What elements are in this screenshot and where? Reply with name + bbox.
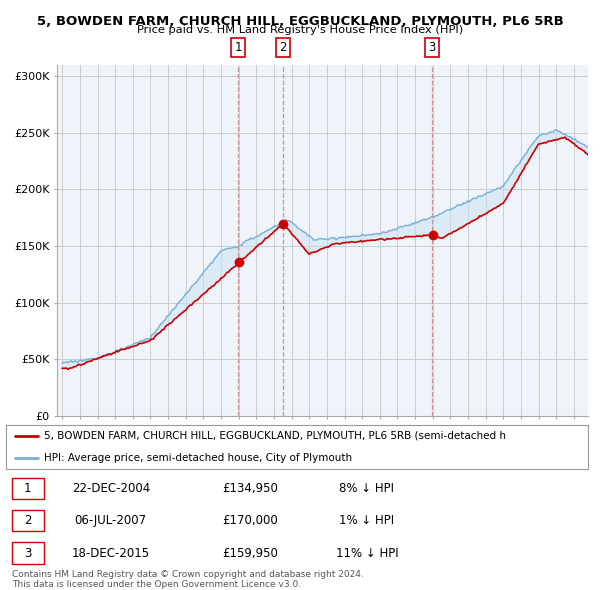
Text: 2: 2: [24, 514, 32, 527]
Text: 1% ↓ HPI: 1% ↓ HPI: [339, 514, 394, 527]
Text: £159,950: £159,950: [223, 546, 278, 560]
Text: £170,000: £170,000: [223, 514, 278, 527]
Text: HPI: Average price, semi-detached house, City of Plymouth: HPI: Average price, semi-detached house,…: [44, 453, 352, 463]
Text: 5, BOWDEN FARM, CHURCH HILL, EGGBUCKLAND, PLYMOUTH, PL6 5RB: 5, BOWDEN FARM, CHURCH HILL, EGGBUCKLAND…: [37, 15, 563, 28]
Text: £134,950: £134,950: [223, 481, 278, 495]
Text: 06-JUL-2007: 06-JUL-2007: [74, 514, 147, 527]
Text: 11% ↓ HPI: 11% ↓ HPI: [335, 546, 398, 560]
Text: Contains HM Land Registry data © Crown copyright and database right 2024.
This d: Contains HM Land Registry data © Crown c…: [12, 570, 364, 589]
Text: Price paid vs. HM Land Registry's House Price Index (HPI): Price paid vs. HM Land Registry's House …: [137, 25, 463, 35]
Text: 18-DEC-2015: 18-DEC-2015: [71, 546, 150, 560]
Text: 1: 1: [235, 41, 242, 54]
Text: 3: 3: [24, 546, 32, 560]
FancyBboxPatch shape: [12, 542, 44, 564]
Text: 8% ↓ HPI: 8% ↓ HPI: [340, 481, 394, 495]
Text: 1: 1: [24, 481, 32, 495]
Text: 3: 3: [428, 41, 436, 54]
Text: 5, BOWDEN FARM, CHURCH HILL, EGGBUCKLAND, PLYMOUTH, PL6 5RB (semi-detached h: 5, BOWDEN FARM, CHURCH HILL, EGGBUCKLAND…: [44, 431, 506, 441]
FancyBboxPatch shape: [12, 477, 44, 499]
Text: 2: 2: [279, 41, 287, 54]
Text: 22-DEC-2004: 22-DEC-2004: [71, 481, 150, 495]
FancyBboxPatch shape: [12, 510, 44, 532]
